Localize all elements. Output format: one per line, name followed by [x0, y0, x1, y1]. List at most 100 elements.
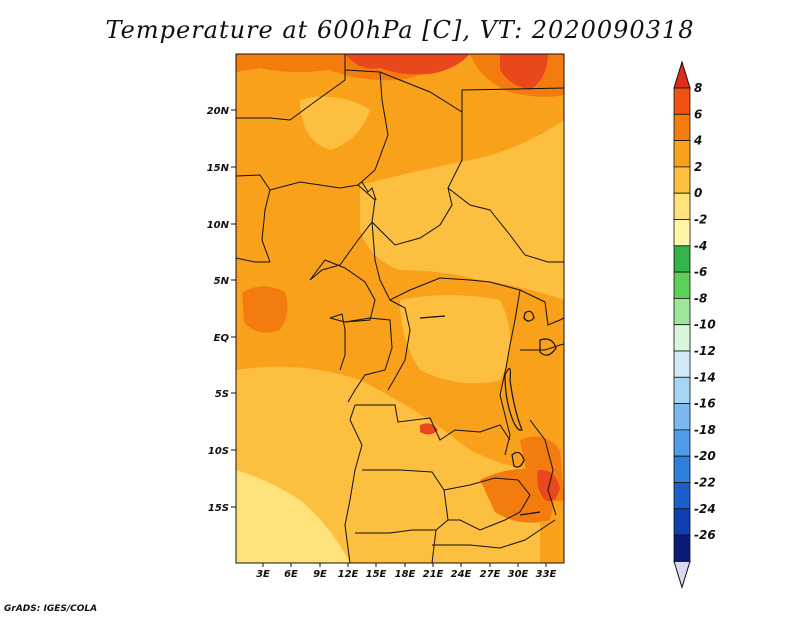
field-region-hot: [500, 54, 548, 90]
latitude-axis: 20N 15N 10N 5N EQ 5S 10S 15S: [207, 106, 236, 514]
lake-outline: [504, 368, 523, 431]
lake-outline: [419, 315, 446, 319]
colorbar-swatch: [673, 219, 691, 247]
border-line: [544, 301, 564, 326]
lon-tick-label: 33E: [536, 569, 557, 580]
temperature-field: [236, 54, 564, 563]
lat-tick-label: 5S: [215, 389, 229, 400]
colorbar-level-label: -2: [694, 213, 707, 227]
border-line: [387, 299, 411, 391]
colorbar-level-label: -14: [694, 370, 716, 384]
border-line: [344, 404, 363, 563]
colorbar-swatch: [673, 429, 691, 457]
lon-tick-label: 9E: [313, 569, 327, 580]
lat-tick-label: 15N: [207, 163, 230, 174]
border-line: [329, 313, 346, 371]
lon-tick-label: 12E: [338, 569, 359, 580]
border-line: [269, 181, 376, 281]
lat-tick-label: EQ: [214, 333, 230, 344]
colorbar-level-label: -20: [694, 449, 716, 463]
colorbar-swatch: [673, 297, 691, 326]
colorbar-swatch: [673, 534, 691, 562]
border-line: [344, 69, 463, 189]
colorbar-swatch: [673, 350, 691, 378]
colorbar-level-label: 4: [693, 134, 702, 148]
colorbar-level-label: -16: [694, 397, 716, 411]
lat-tick-label: 10S: [208, 446, 229, 457]
lon-tick-label: 18E: [395, 569, 416, 580]
lake-outline: [539, 338, 557, 356]
lake-outline: [511, 451, 525, 468]
lon-tick-label: 30E: [508, 569, 529, 580]
colorbar-swatch: [673, 140, 691, 168]
colorbar-top-arrow: [673, 60, 691, 89]
colorbar-level-label: 6: [694, 107, 702, 121]
lake-outlines: [419, 310, 557, 516]
colorbar-swatch: [673, 455, 691, 483]
colorbar-level-label: 0: [694, 186, 702, 200]
colorbar: 8 6 4 2 0 -2 -4 -6 -8 -10 -12 -14 -16 -18 -20 -22 -24 -26: [673, 60, 716, 590]
longitude-axis: 3E 6E 9E 12E 15E 18E 21E 24E 27E 30E 33E: [256, 563, 557, 580]
colorbar-swatch: [673, 271, 691, 299]
border-line: [236, 257, 270, 263]
lon-tick-label: 15E: [366, 569, 387, 580]
border-line: [361, 181, 377, 201]
colorbar-swatch: [673, 403, 691, 431]
credit-label: GrADS: IGES/COLA: [4, 604, 98, 614]
lake-outline: [523, 310, 535, 322]
colorbar-level-label: 2: [694, 160, 702, 174]
colorbar-level-label: -8: [694, 291, 707, 305]
colorbar-swatch: [673, 324, 691, 352]
colorbar-swatch: [673, 376, 691, 404]
lon-tick-label: 27E: [480, 569, 501, 580]
colorbar-swatch: [673, 87, 691, 115]
colorbar-level-label: -18: [694, 423, 716, 437]
colorbar-level-label: -12: [694, 344, 716, 358]
lat-tick-label: 5N: [214, 276, 230, 287]
colorbar-swatch: [673, 113, 691, 142]
map-title: Temperature at 600hPa [C], VT: 202009031…: [105, 16, 695, 44]
colorbar-level-label: -22: [694, 476, 716, 490]
colorbar-level-label: -26: [694, 528, 716, 542]
colorbar-level-label: -10: [694, 318, 716, 332]
lon-tick-label: 6E: [284, 569, 298, 580]
colorbar-level-label: -6: [694, 265, 707, 279]
border-line: [520, 343, 564, 351]
field-region-light: [236, 470, 350, 563]
colorbar-swatch: [673, 508, 691, 536]
map-frame: [235, 53, 565, 564]
field-region-warm: [242, 286, 288, 333]
lat-tick-label: 15S: [208, 503, 229, 514]
field-region-medium: [360, 120, 564, 300]
border-line: [236, 174, 271, 263]
border-line: [431, 529, 437, 563]
border-line: [447, 187, 564, 263]
border-line: [432, 519, 556, 549]
border-line: [443, 477, 531, 531]
colorbar-swatch: [673, 482, 691, 510]
border-line: [236, 54, 346, 121]
colorbar-swatch: [673, 192, 691, 220]
lon-tick-label: 3E: [256, 569, 270, 580]
field-region-hot: [345, 54, 470, 75]
country-borders: [236, 54, 564, 563]
colorbar-swatch: [673, 166, 691, 194]
border-line: [461, 87, 564, 112]
lat-tick-label: 20N: [207, 106, 230, 117]
lon-tick-label: 21E: [423, 569, 444, 580]
colorbar-level-label: -24: [694, 502, 716, 516]
border-line: [371, 221, 546, 303]
border-line: [529, 419, 557, 516]
lon-tick-label: 24E: [451, 569, 472, 580]
colorbar-bottom-arrow: [673, 560, 691, 590]
border-line: [355, 404, 511, 441]
border-line: [357, 71, 389, 186]
lake-outline: [519, 511, 541, 516]
border-line: [499, 289, 521, 456]
border-line: [371, 187, 453, 246]
colorbar-swatch: [673, 245, 691, 273]
colorbar-level-label: -4: [694, 239, 707, 253]
field-region-medium: [300, 96, 370, 150]
border-line: [344, 317, 393, 403]
